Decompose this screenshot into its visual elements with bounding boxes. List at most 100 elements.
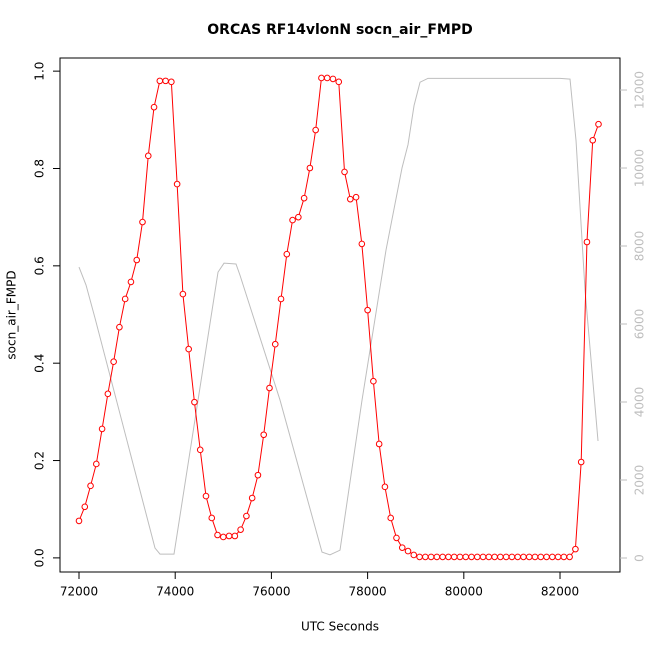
data-point [485,553,493,561]
data-point [462,553,470,561]
data-point [572,545,579,553]
data-point [179,290,187,298]
data-point [468,553,475,561]
data-point [231,532,239,540]
data-point [439,553,446,561]
data-point [173,180,181,188]
plot-frame [59,57,621,573]
data-point [214,531,221,539]
y2-tick-label: 6000 [633,309,647,340]
x-tick-label: 82000 [541,585,579,599]
series-line [78,77,599,558]
y-tick-label: 0.0 [33,548,47,567]
y-tick-label: 0.4 [33,354,47,373]
series-line [78,77,599,556]
x-axis-label: UTC Seconds [301,620,379,634]
data-point [98,425,106,433]
data-point [121,295,129,303]
data-point [497,553,504,561]
data-point [266,384,273,392]
data-point [445,553,452,561]
data-point [127,278,135,286]
data-point [208,514,216,522]
y-tick-label: 0.2 [33,451,47,470]
data-point [537,553,545,561]
data-point [248,494,256,502]
y2-tick-label: 2000 [633,465,647,496]
data-point [595,120,602,128]
data-point [237,526,244,533]
data-point [277,295,285,303]
data-point [104,390,112,398]
y2-tick-label: 4000 [633,387,647,418]
data-point [549,553,556,561]
data-point [508,553,516,561]
data-point [196,446,204,454]
data-point [133,256,141,264]
data-point [156,77,164,85]
y-tick-label: 0.6 [33,256,47,275]
data-point [393,534,400,542]
data-point [306,164,314,172]
y-tick-label: 1.0 [33,62,47,81]
data-point [191,398,198,406]
data-point [162,77,169,85]
data-point [479,553,487,561]
data-point [358,240,366,248]
data-point [260,431,268,439]
data-point [81,503,89,511]
data-point [398,544,406,551]
x-tick-label: 80000 [445,585,483,599]
data-point [346,195,354,203]
data-point [560,553,568,561]
y2-tick-label: 12000 [633,71,647,109]
data-point [289,216,296,224]
data-point [456,553,464,561]
data-point [514,553,521,561]
data-point [75,517,83,525]
data-point [520,553,527,561]
data-point [110,358,117,366]
data-point [168,78,175,86]
data-point [566,553,573,561]
data-point [583,238,591,246]
data-point [185,345,192,353]
data-point [93,460,100,468]
data-point [404,547,412,555]
data-point [352,193,360,201]
data-point [450,553,458,561]
x-tick-label: 76000 [252,585,290,599]
data-point [254,471,262,479]
x-tick-label: 74000 [156,585,194,599]
data-point [370,377,377,385]
data-point [283,250,291,258]
data-point [577,458,585,466]
data-point [87,482,94,490]
data-point [150,103,158,111]
data-point [410,551,418,559]
data-point [589,136,597,144]
data-point [225,532,233,540]
y2-tick-label: 8000 [633,231,647,262]
data-point [491,553,498,561]
data-point [387,514,394,522]
data-point [271,340,279,348]
data-point [139,218,146,226]
data-point [144,152,152,160]
data-point [329,75,337,83]
y2-tick-label: 0 [633,554,647,562]
y2-tick-label: 10000 [633,149,647,187]
data-point [318,74,325,82]
data-point [381,483,389,491]
data-point [543,553,550,561]
data-point [364,306,371,314]
data-point [502,553,510,561]
y-tick-label: 0.8 [33,159,47,178]
data-point [323,74,331,82]
data-point [422,553,429,561]
data-point [295,213,302,221]
data-point [473,553,481,561]
y-axis-label: socn_air_FMPD [5,270,19,359]
